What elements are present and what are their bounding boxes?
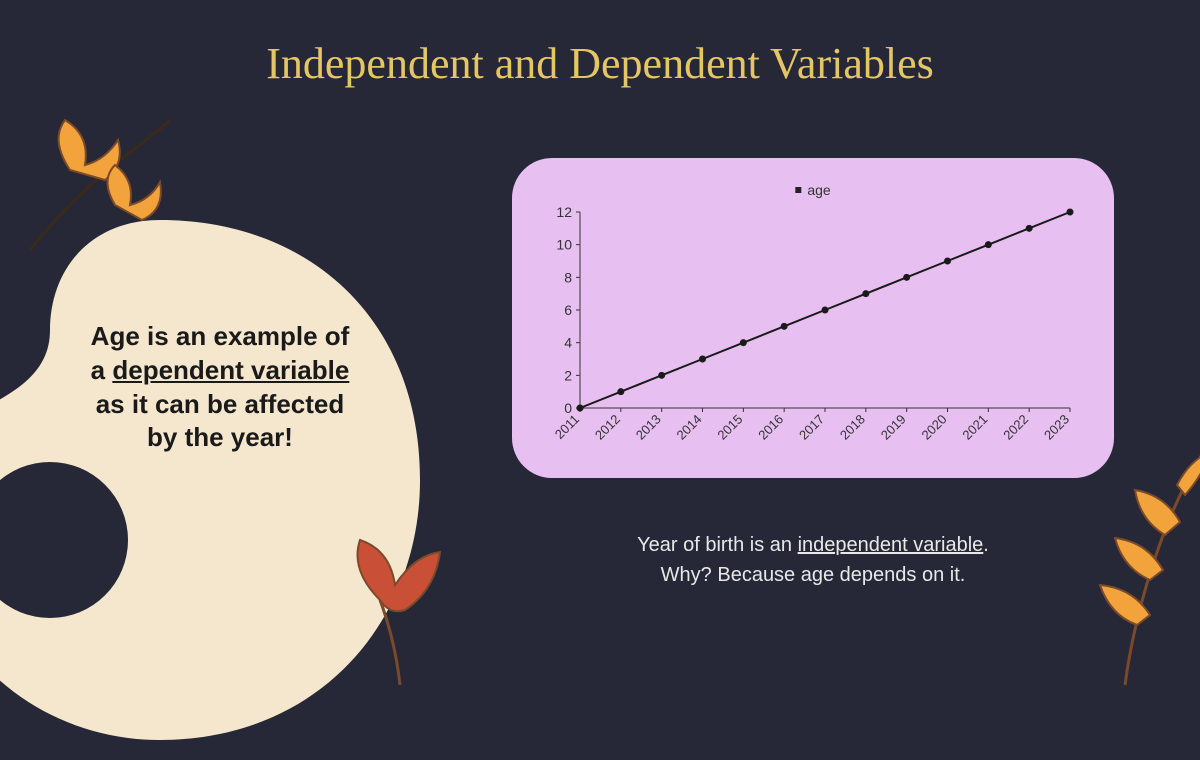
body-line1: Age is an example of xyxy=(91,321,350,351)
svg-text:2022: 2022 xyxy=(1000,412,1031,443)
body-line3: as it can be affected xyxy=(96,389,345,419)
svg-text:2018: 2018 xyxy=(837,412,868,443)
caption-line2: Why? Because age depends on it. xyxy=(661,564,966,586)
svg-text:2023: 2023 xyxy=(1041,412,1072,443)
caption-line1-post: . xyxy=(983,534,989,556)
svg-text:2019: 2019 xyxy=(878,412,909,443)
svg-text:2014: 2014 xyxy=(674,412,705,443)
chart-area: age 024681012201120122013201420152016201… xyxy=(542,182,1084,460)
svg-text:2013: 2013 xyxy=(633,412,664,443)
svg-text:2021: 2021 xyxy=(959,412,990,443)
orange-leaf-top-icon xyxy=(10,110,180,270)
svg-text:12: 12 xyxy=(556,206,572,220)
svg-text:2011: 2011 xyxy=(552,412,582,442)
svg-text:4: 4 xyxy=(564,335,572,351)
svg-text:6: 6 xyxy=(564,302,572,318)
svg-text:2: 2 xyxy=(564,367,572,383)
svg-text:8: 8 xyxy=(564,269,572,285)
caption-text: Year of birth is an independent variable… xyxy=(512,530,1114,590)
blob-shape xyxy=(0,200,440,760)
svg-text:2015: 2015 xyxy=(714,412,745,443)
red-leaf-bottom-icon xyxy=(320,530,480,690)
legend-marker-icon xyxy=(795,187,801,193)
body-line4: by the year! xyxy=(147,422,293,452)
svg-text:2012: 2012 xyxy=(592,412,623,443)
svg-text:2020: 2020 xyxy=(919,412,950,443)
legend-label: age xyxy=(807,182,830,198)
chart-panel: age 024681012201120122013201420152016201… xyxy=(512,158,1114,478)
caption-line1-pre: Year of birth is an xyxy=(637,534,797,556)
svg-text:2016: 2016 xyxy=(755,412,786,443)
body-text: Age is an example of a dependent variabl… xyxy=(55,320,385,455)
svg-text:2017: 2017 xyxy=(796,412,827,443)
body-line2-pre: a xyxy=(91,355,113,385)
line-chart: 0246810122011201220132014201520162017201… xyxy=(542,206,1084,460)
svg-text:10: 10 xyxy=(556,237,572,253)
caption-line1-underline: independent variable xyxy=(798,534,984,556)
slide-title: Independent and Dependent Variables xyxy=(0,38,1200,89)
body-line2-underline: dependent variable xyxy=(112,355,349,385)
chart-legend: age xyxy=(795,182,830,198)
